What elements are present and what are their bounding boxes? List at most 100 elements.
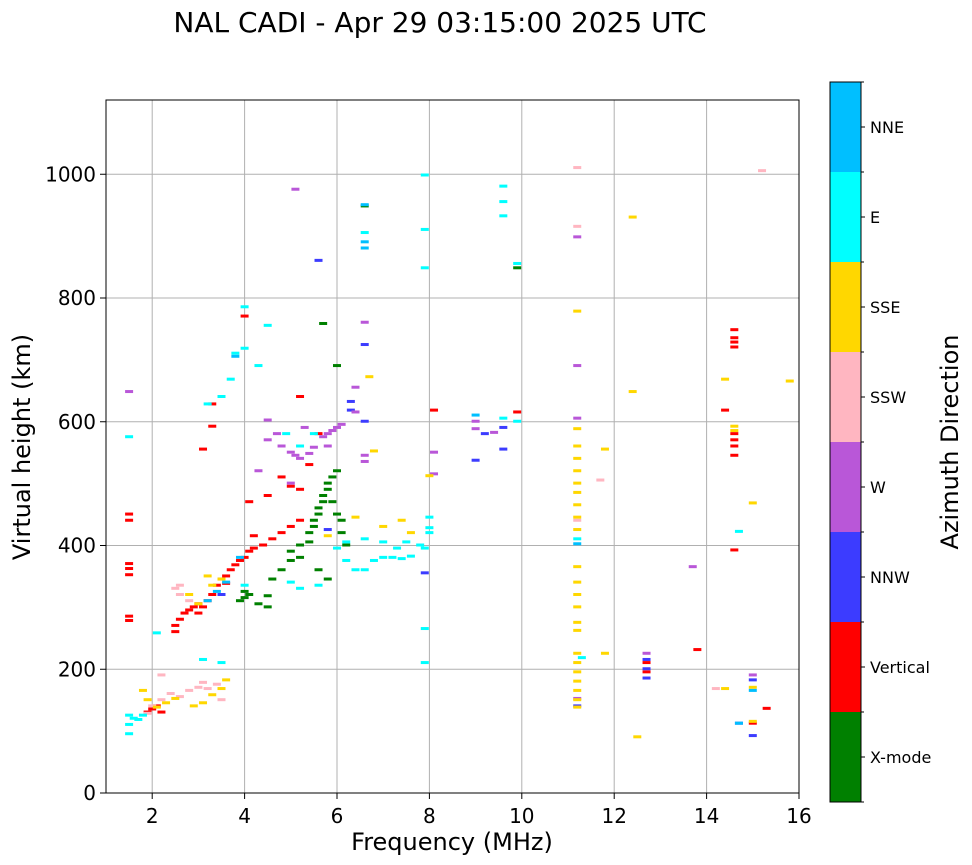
data-point <box>194 685 203 689</box>
data-point <box>406 554 415 558</box>
data-point <box>573 542 582 546</box>
data-point <box>254 469 263 473</box>
data-point <box>499 447 508 451</box>
data-point <box>513 266 522 270</box>
data-point <box>185 608 194 612</box>
data-point <box>369 449 378 453</box>
data-point <box>319 321 328 325</box>
data-point <box>730 345 739 349</box>
data-point <box>277 568 286 572</box>
data-point <box>628 215 637 219</box>
data-point <box>300 425 309 429</box>
x-axis-label: Frequency (MHz) <box>351 828 553 856</box>
data-point <box>688 565 697 569</box>
data-point <box>125 713 134 717</box>
data-point <box>157 673 166 677</box>
data-point <box>420 227 429 231</box>
data-point <box>254 364 263 368</box>
data-point <box>180 611 189 615</box>
data-point <box>369 558 378 562</box>
data-point <box>425 515 434 519</box>
colorbar-tick-label: W <box>870 478 886 497</box>
data-point <box>342 558 351 562</box>
data-point <box>296 518 305 522</box>
colorbar-tick-label: NNE <box>870 118 904 137</box>
data-point <box>346 399 355 403</box>
data-point <box>337 531 346 535</box>
x-tick-label: 14 <box>694 804 719 828</box>
data-point <box>199 657 208 661</box>
data-point <box>125 618 134 622</box>
y-axis-ticks: 0 200 400 600 800 1000 <box>45 162 106 805</box>
data-point <box>272 432 281 436</box>
series-w <box>125 187 757 700</box>
data-point <box>425 531 434 535</box>
data-point <box>268 537 277 541</box>
data-point <box>319 494 328 497</box>
data-point <box>175 593 184 596</box>
data-point <box>360 231 369 235</box>
data-point <box>730 453 739 457</box>
data-point <box>323 487 332 491</box>
data-point <box>282 432 291 436</box>
data-point <box>573 698 582 702</box>
data-point <box>240 583 249 587</box>
data-point <box>360 203 369 207</box>
data-point <box>734 721 743 725</box>
data-point <box>208 402 217 406</box>
data-point <box>573 580 582 584</box>
data-point <box>360 453 369 457</box>
plot-frame <box>105 99 800 794</box>
data-point <box>360 343 369 347</box>
data-point <box>143 711 152 715</box>
data-point <box>185 688 194 692</box>
data-point <box>333 364 341 368</box>
y-axis-label: Virtual height (km) <box>8 334 36 560</box>
data-point <box>171 696 180 700</box>
data-point <box>171 623 180 627</box>
data-point <box>573 605 582 609</box>
data-point <box>175 695 184 699</box>
data-point <box>249 546 258 550</box>
y-tick-label: 600 <box>58 410 96 434</box>
data-point <box>730 444 739 448</box>
data-point <box>342 543 351 547</box>
colorbar-label: Azimuth Direction <box>936 335 964 550</box>
colorbar-segment <box>830 442 861 532</box>
data-point <box>573 593 582 596</box>
data-point <box>633 735 642 739</box>
y-tick-label: 400 <box>58 534 96 558</box>
data-point <box>499 416 508 420</box>
data-point <box>245 549 254 553</box>
data-point <box>175 617 184 621</box>
data-point <box>263 494 272 497</box>
data-point <box>305 451 314 455</box>
plot-area: 2 4 6 8 10 12 14 16 0 200 400 600 800 1000 <box>45 99 812 828</box>
data-point <box>309 524 318 528</box>
data-point <box>406 531 415 535</box>
data-point <box>360 419 369 423</box>
data-point <box>203 599 212 603</box>
data-point <box>212 682 221 686</box>
data-point <box>286 580 295 584</box>
data-point <box>360 320 369 324</box>
data-point <box>748 688 757 692</box>
data-point <box>711 687 720 691</box>
data-point <box>388 555 397 559</box>
data-point <box>309 445 318 449</box>
data-point <box>730 340 739 344</box>
data-point <box>296 555 305 559</box>
data-point <box>360 240 369 244</box>
data-point <box>319 435 328 439</box>
data-point <box>217 577 226 581</box>
data-point <box>305 531 314 535</box>
data-point <box>333 512 341 516</box>
data-point <box>314 432 323 436</box>
data-point <box>226 377 235 381</box>
data-point <box>235 558 244 562</box>
data-point <box>194 611 203 615</box>
data-point <box>573 565 582 569</box>
data-point <box>351 410 360 414</box>
data-point <box>351 515 360 519</box>
data-point <box>203 402 212 406</box>
